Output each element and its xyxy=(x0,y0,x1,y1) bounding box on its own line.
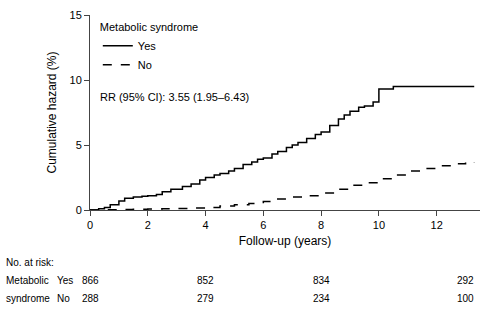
svg-text:834: 834 xyxy=(313,275,330,286)
svg-text:Cumulative hazard (%): Cumulative hazard (%) xyxy=(45,51,59,173)
svg-text:RR (95% CI): 3.55 (1.95–6.43): RR (95% CI): 3.55 (1.95–6.43) xyxy=(100,91,249,103)
svg-text:syndrome: syndrome xyxy=(6,293,50,304)
svg-text:Metabolic: Metabolic xyxy=(6,275,49,286)
svg-text:10: 10 xyxy=(70,74,82,86)
svg-text:279: 279 xyxy=(197,293,214,304)
svg-text:4: 4 xyxy=(202,219,208,231)
svg-text:Yes: Yes xyxy=(138,40,156,52)
svg-text:6: 6 xyxy=(260,219,266,231)
svg-text:2: 2 xyxy=(145,219,151,231)
svg-text:866: 866 xyxy=(82,275,99,286)
svg-text:10: 10 xyxy=(373,219,385,231)
svg-text:292: 292 xyxy=(457,275,474,286)
svg-text:100: 100 xyxy=(457,293,474,304)
svg-text:No. at risk:: No. at risk: xyxy=(6,257,54,268)
svg-text:234: 234 xyxy=(313,293,330,304)
svg-text:852: 852 xyxy=(197,275,214,286)
svg-text:8: 8 xyxy=(318,219,324,231)
svg-text:Yes: Yes xyxy=(57,275,73,286)
svg-text:0: 0 xyxy=(76,204,82,216)
svg-text:Follow-up (years): Follow-up (years) xyxy=(239,234,332,248)
svg-text:12: 12 xyxy=(431,219,443,231)
svg-text:0: 0 xyxy=(87,219,93,231)
svg-text:15: 15 xyxy=(70,9,82,21)
svg-text:No: No xyxy=(57,293,70,304)
svg-text:No: No xyxy=(138,59,152,71)
svg-text:288: 288 xyxy=(82,293,99,304)
svg-text:Metabolic syndrome: Metabolic syndrome xyxy=(100,21,198,33)
svg-text:5: 5 xyxy=(76,139,82,151)
